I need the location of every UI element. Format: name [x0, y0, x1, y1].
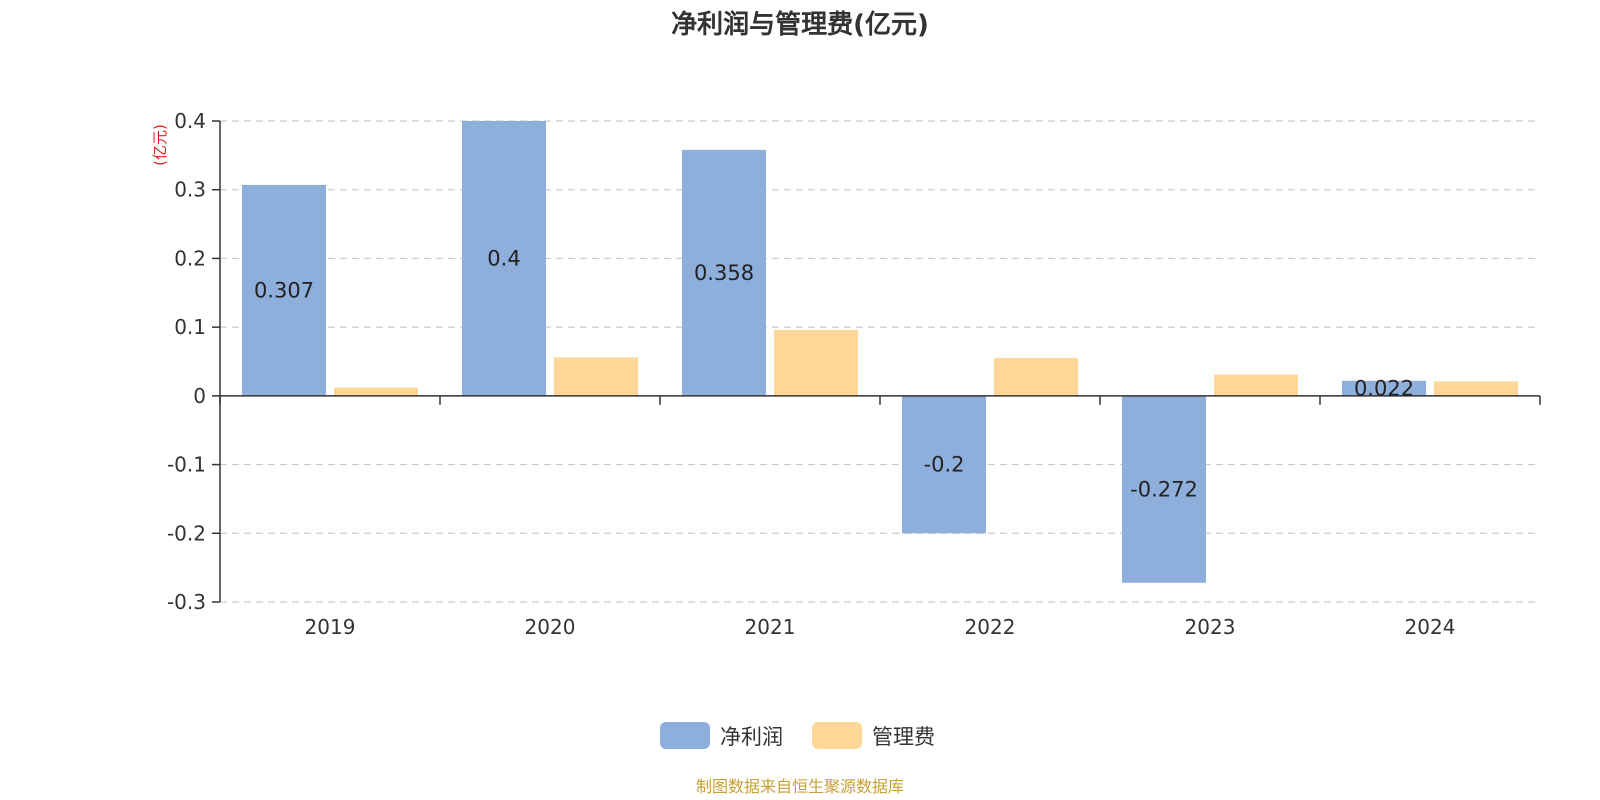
source-note: 制图数据来自恒生聚源数据库 [696, 777, 904, 796]
bar-net-profit[interactable] [1122, 395, 1206, 583]
axes: 0.4 0.3 0.2 0.1 0 -0.1 -0.2 -0.3 2019 2020 2021 202… [167, 109, 1541, 639]
data-label: 0.307 [254, 278, 314, 302]
bar-admin-expense[interactable] [1434, 381, 1518, 396]
bar-admin-expense[interactable] [554, 357, 638, 396]
y-tick-label: -0.3 [167, 590, 206, 614]
x-tick-label: 2023 [1185, 615, 1236, 639]
bars [242, 121, 1518, 583]
bar-admin-expense[interactable] [1214, 374, 1298, 396]
x-tick-label: 2024 [1405, 615, 1456, 639]
y-tick-label: 0 [193, 384, 206, 408]
bar-net-profit[interactable] [242, 184, 326, 396]
bar-admin-expense[interactable] [334, 387, 418, 396]
y-tick-label: 0.2 [174, 246, 206, 270]
data-label: -0.272 [1130, 477, 1198, 501]
data-label: -0.2 [924, 453, 965, 477]
legend-swatch-admin-expense[interactable] [812, 722, 862, 749]
y-tick-label: -0.1 [167, 453, 206, 477]
y-tick-label: 0.1 [174, 315, 206, 339]
data-label: 0.022 [1354, 376, 1414, 400]
data-label: 0.358 [694, 261, 754, 285]
gridlines [220, 120, 1540, 603]
bar-net-profit[interactable] [902, 395, 986, 534]
data-label: 0.4 [487, 246, 520, 270]
legend[interactable]: 净利润 管理费 [660, 722, 935, 749]
bar-net-profit[interactable] [682, 149, 766, 396]
legend-label-net-profit[interactable]: 净利润 [720, 725, 783, 749]
chart-title: 净利润与管理费(亿元) [671, 9, 929, 40]
x-tick-label: 2019 [305, 615, 356, 639]
x-tick-label: 2021 [745, 615, 796, 639]
bar-net-profit[interactable] [462, 121, 546, 396]
y-tick-label: 0.4 [174, 109, 206, 133]
y-axis-unit: (亿元) [151, 124, 169, 166]
bar-admin-expense[interactable] [774, 329, 858, 396]
x-tick-label: 2020 [525, 615, 576, 639]
bar-admin-expense[interactable] [994, 358, 1078, 396]
y-tick-label: -0.2 [167, 521, 206, 545]
legend-label-admin-expense[interactable]: 管理费 [872, 725, 935, 749]
bar-net-profit[interactable] [1342, 380, 1426, 396]
y-tick-label: 0.3 [174, 178, 206, 202]
data-labels: 0.307 0.4 0.358 -0.2 -0.272 0.022 [254, 246, 1414, 501]
x-tick-label: 2022 [965, 615, 1016, 639]
legend-swatch-net-profit[interactable] [660, 722, 710, 749]
